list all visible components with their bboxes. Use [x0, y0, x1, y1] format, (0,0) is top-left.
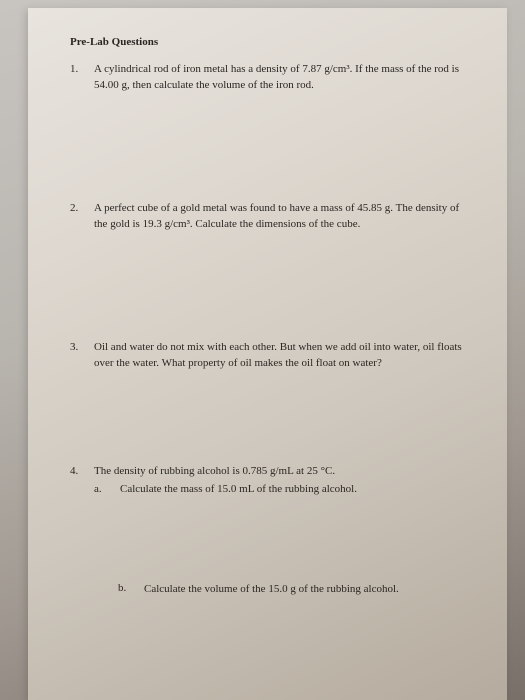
- question-3: 3. Oil and water do not mix with each ot…: [70, 340, 471, 372]
- question-4: 4. The density of rubbing alcohol is 0.7…: [70, 464, 471, 498]
- answer-space: [70, 510, 471, 582]
- question-number: 2.: [70, 201, 94, 233]
- question-number: 4.: [70, 464, 94, 498]
- question-text: A cylindrical rod of iron metal has a de…: [94, 62, 471, 94]
- question-2: 2. A perfect cube of a gold metal was fo…: [70, 201, 471, 233]
- question-number: 1.: [70, 62, 94, 94]
- sub-question-letter: a.: [94, 482, 120, 498]
- answer-space: [70, 245, 471, 340]
- worksheet-page: Pre-Lab Questions 1. A cylindrical rod o…: [28, 8, 507, 700]
- sub-question-text: Calculate the volume of the 15.0 g of th…: [144, 582, 399, 598]
- question-text: A perfect cube of a gold metal was found…: [94, 201, 471, 233]
- page-title: Pre-Lab Questions: [70, 36, 471, 48]
- answer-space: [70, 384, 471, 464]
- question-1: 1. A cylindrical rod of iron metal has a…: [70, 62, 471, 94]
- question-4b: b. Calculate the volume of the 15.0 g of…: [118, 582, 471, 598]
- question-text: Oil and water do not mix with each other…: [94, 340, 471, 372]
- sub-question-text: Calculate the mass of 15.0 mL of the rub…: [120, 482, 357, 498]
- answer-space: [70, 106, 471, 201]
- question-text: The density of rubbing alcohol is 0.785 …: [94, 464, 471, 498]
- question-number: 3.: [70, 340, 94, 372]
- question-intro: The density of rubbing alcohol is 0.785 …: [94, 465, 335, 477]
- sub-question-letter: b.: [118, 582, 144, 598]
